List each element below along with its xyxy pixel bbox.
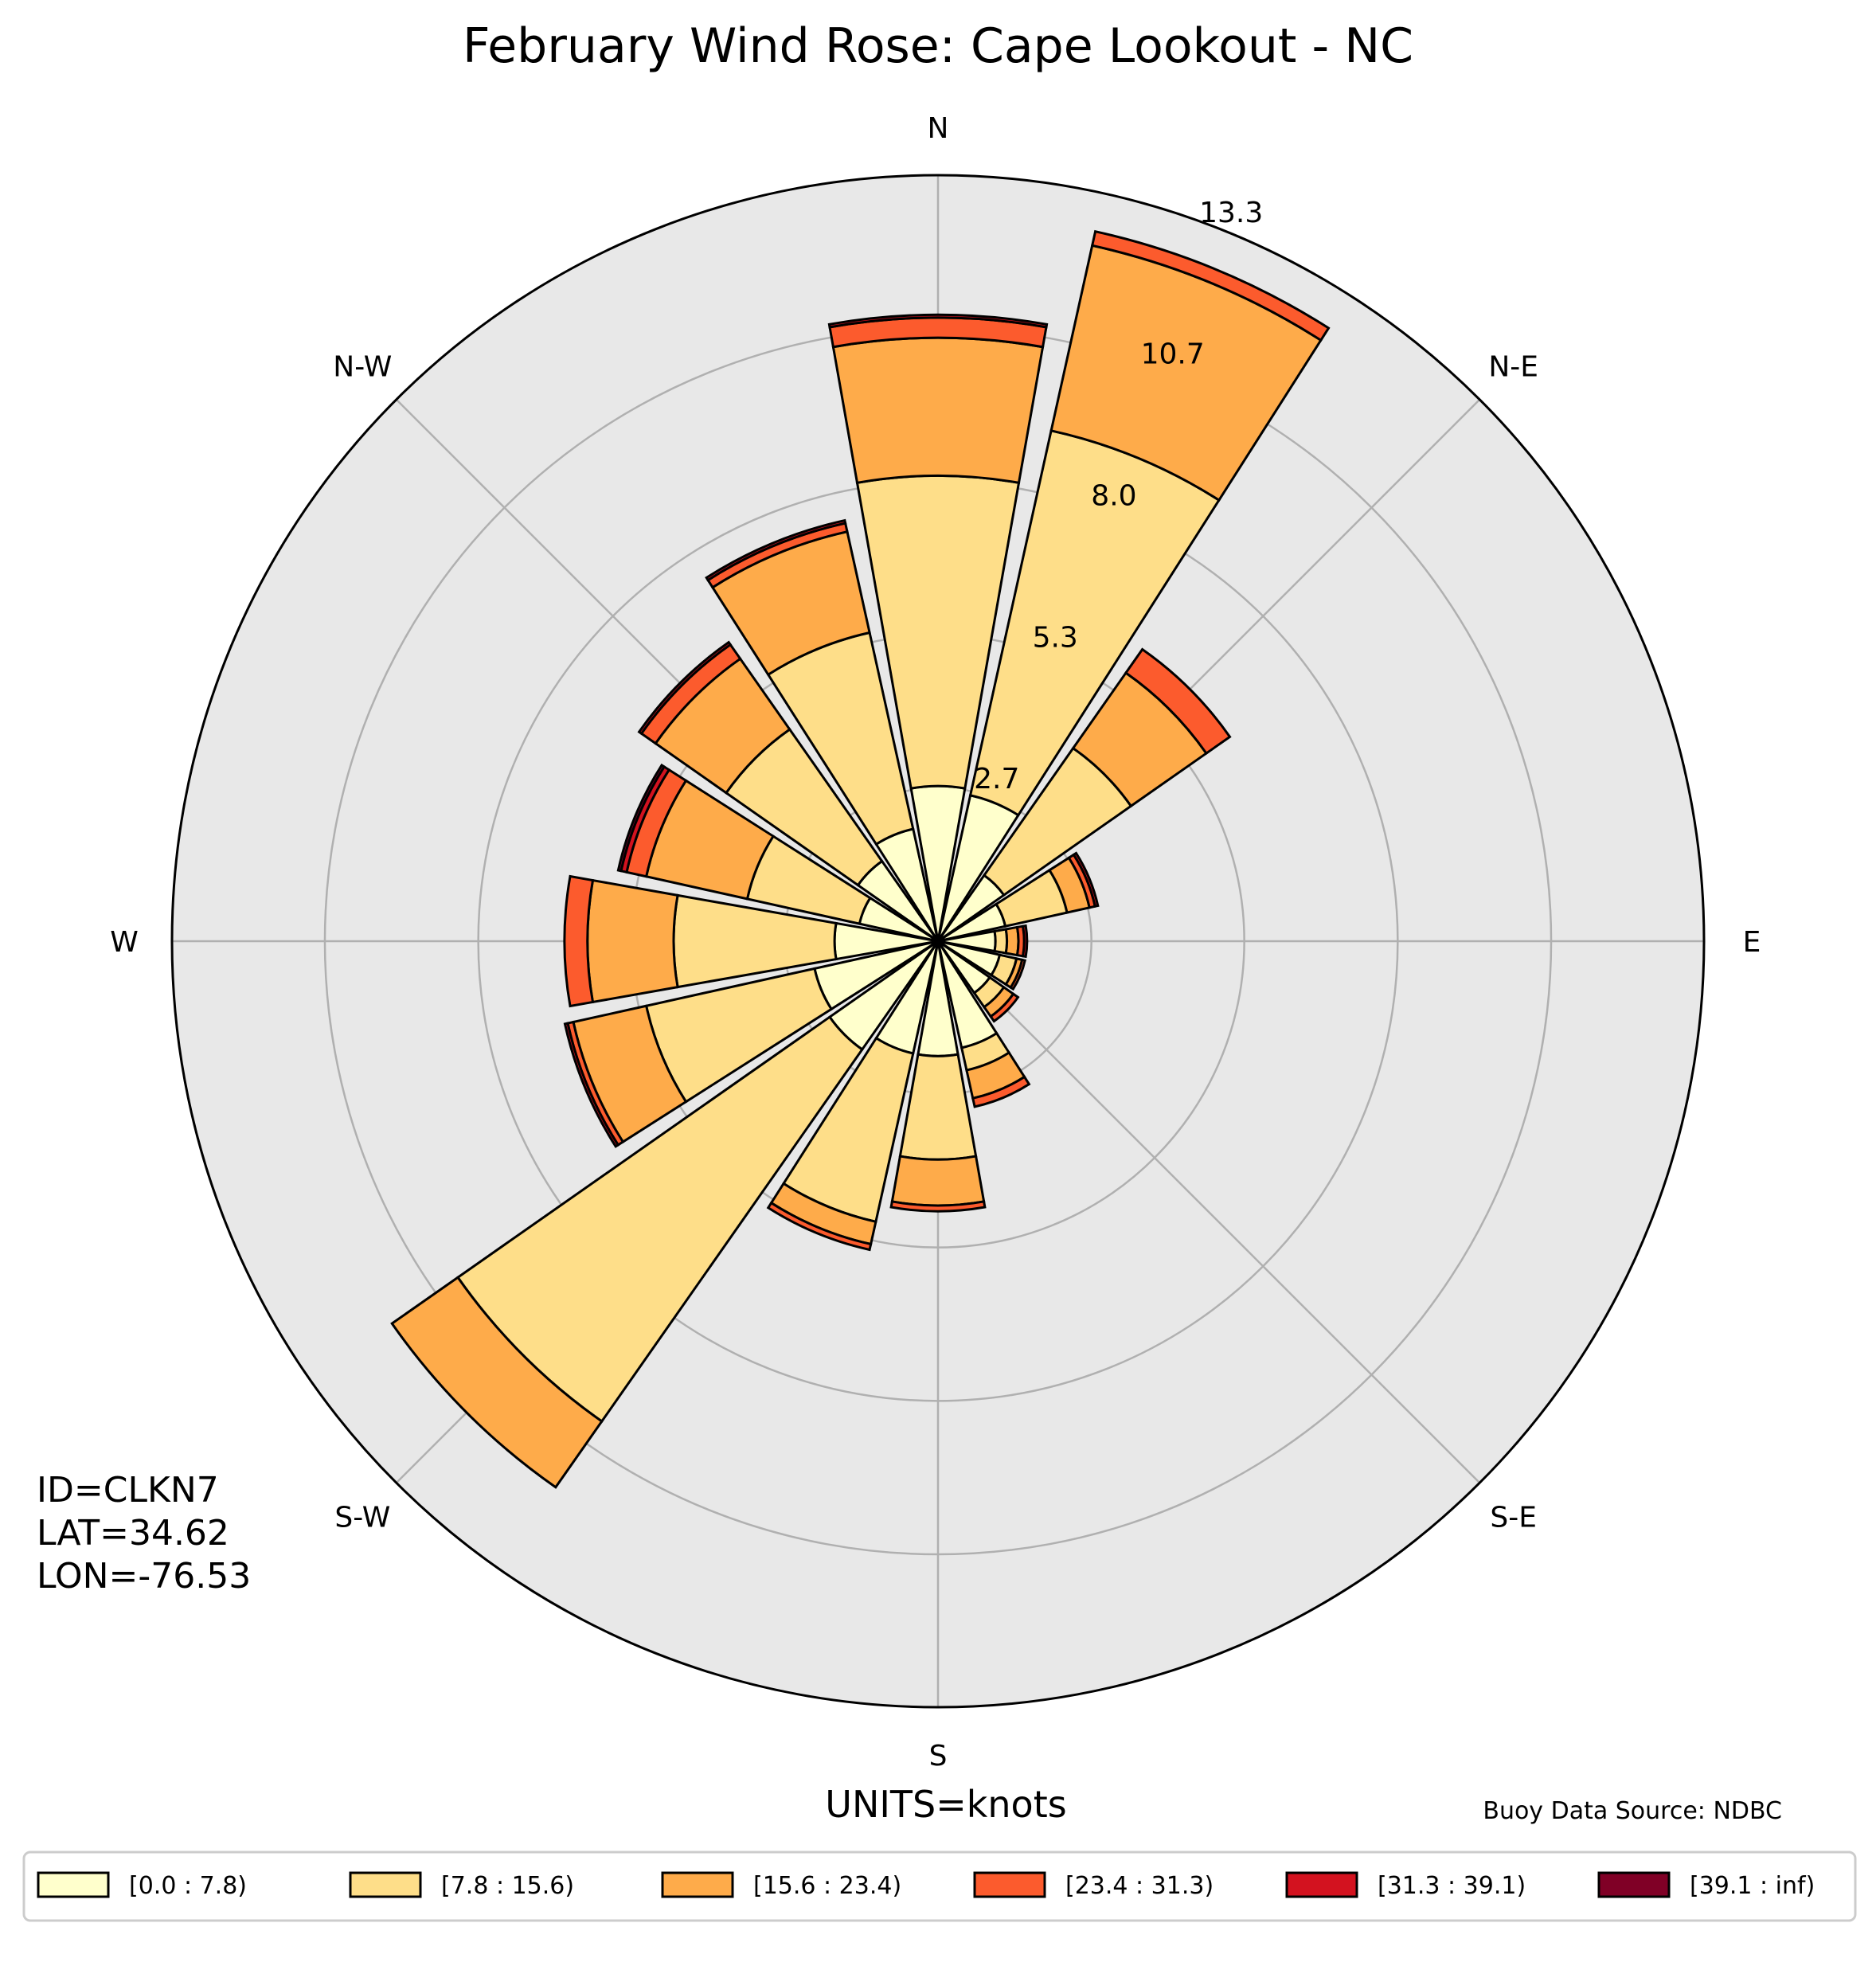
wedge-dir292.5-bin5 <box>616 763 666 873</box>
units-label: UNITS=knots <box>825 1783 1066 1826</box>
direction-label-s-e: S-E <box>1490 1502 1537 1534</box>
legend-swatch-1 <box>349 1871 422 1898</box>
wedge-dir0-bin4 <box>827 313 1049 329</box>
wedge-dir67.5-bin4 <box>1072 851 1100 909</box>
wedge-dir225-bin2 <box>390 1276 604 1489</box>
legend-label-3: [23.4 : 31.3) <box>1065 1872 1214 1900</box>
wedge-dir247.5-bin4 <box>563 1022 620 1148</box>
wedge-dir135-bin3 <box>989 992 1020 1023</box>
direction-label-w: W <box>110 926 139 959</box>
wedge-dir180-bin3 <box>889 1200 987 1213</box>
direction-label-n-e: N-E <box>1488 350 1538 383</box>
wedge-dir202.5-bin3 <box>766 1201 873 1252</box>
direction-label-s: S <box>929 1740 948 1772</box>
wedge-dir270-bin3 <box>563 874 595 1008</box>
legend-swatch-2 <box>661 1871 734 1898</box>
wedge-dir45-bin3 <box>1124 647 1232 756</box>
wedge-dir337.5-bin4 <box>705 518 847 582</box>
ring-label-3: 10.7 <box>1141 338 1205 371</box>
ring-label-0: 2.7 <box>974 763 1019 795</box>
ring-label-4: 13.3 <box>1199 197 1263 229</box>
wedge-dir180-bin2 <box>890 1155 986 1207</box>
chart-title: February Wind Rose: Cape Lookout - NC <box>463 18 1413 74</box>
grid-spoke-3 <box>937 940 1481 1484</box>
polar-outline <box>170 174 1706 1709</box>
wedge-dir112.5-bin3 <box>1009 958 1026 991</box>
legend-label-1: [7.8 : 15.6) <box>441 1872 574 1900</box>
direction-label-e: E <box>1743 926 1761 959</box>
wedge-dir270-bin2 <box>586 878 679 1004</box>
station-lat: LAT=34.62 <box>37 1513 229 1554</box>
station-lon: LON=-76.53 <box>37 1556 251 1597</box>
wedge-dir22.5-bin3 <box>1090 229 1331 342</box>
wind-bars <box>390 229 1331 1489</box>
legend-label-0: [0.0 : 7.8) <box>129 1872 247 1900</box>
wedge-dir315-bin4 <box>637 640 733 736</box>
legend-frame <box>22 1851 1857 1922</box>
legend-swatch-0 <box>37 1871 110 1898</box>
wedge-dir90-bin1 <box>993 928 1009 955</box>
legend-label-5: [39.1 : inf) <box>1690 1872 1815 1900</box>
legend-swatch-5 <box>1597 1871 1671 1898</box>
wedge-dir90-bin4 <box>1021 924 1029 959</box>
data-source: Buoy Data Source: NDBC <box>1483 1797 1782 1825</box>
wedge-dir90-bin2 <box>1004 925 1020 957</box>
direction-labels: N N-E E S-E S S-W W N-W <box>110 112 1761 1772</box>
wedge-dir157.5-bin3 <box>971 1075 1031 1108</box>
station-id: ID=CLKN7 <box>37 1470 219 1511</box>
legend-swatch-3 <box>973 1871 1046 1898</box>
direction-label-n: N <box>928 112 949 145</box>
direction-label-s-w: S-W <box>334 1502 390 1534</box>
legend-label-2: [15.6 : 23.4) <box>753 1872 901 1900</box>
wedge-dir0-bin2 <box>831 336 1045 485</box>
legend-label-4: [31.3 : 39.1) <box>1378 1872 1526 1900</box>
ring-label-2: 8.0 <box>1091 480 1136 513</box>
ring-label-1: 5.3 <box>1033 622 1078 655</box>
direction-label-n-w: N-W <box>333 350 392 383</box>
radial-tick-labels: 2.7 5.3 8.0 10.7 13.3 <box>974 197 1263 795</box>
legend-swatch-4 <box>1285 1871 1358 1898</box>
legend: [0.0 : 7.8) [7.8 : 15.6) [15.6 : 23.4) [23.… <box>37 1871 1815 1900</box>
